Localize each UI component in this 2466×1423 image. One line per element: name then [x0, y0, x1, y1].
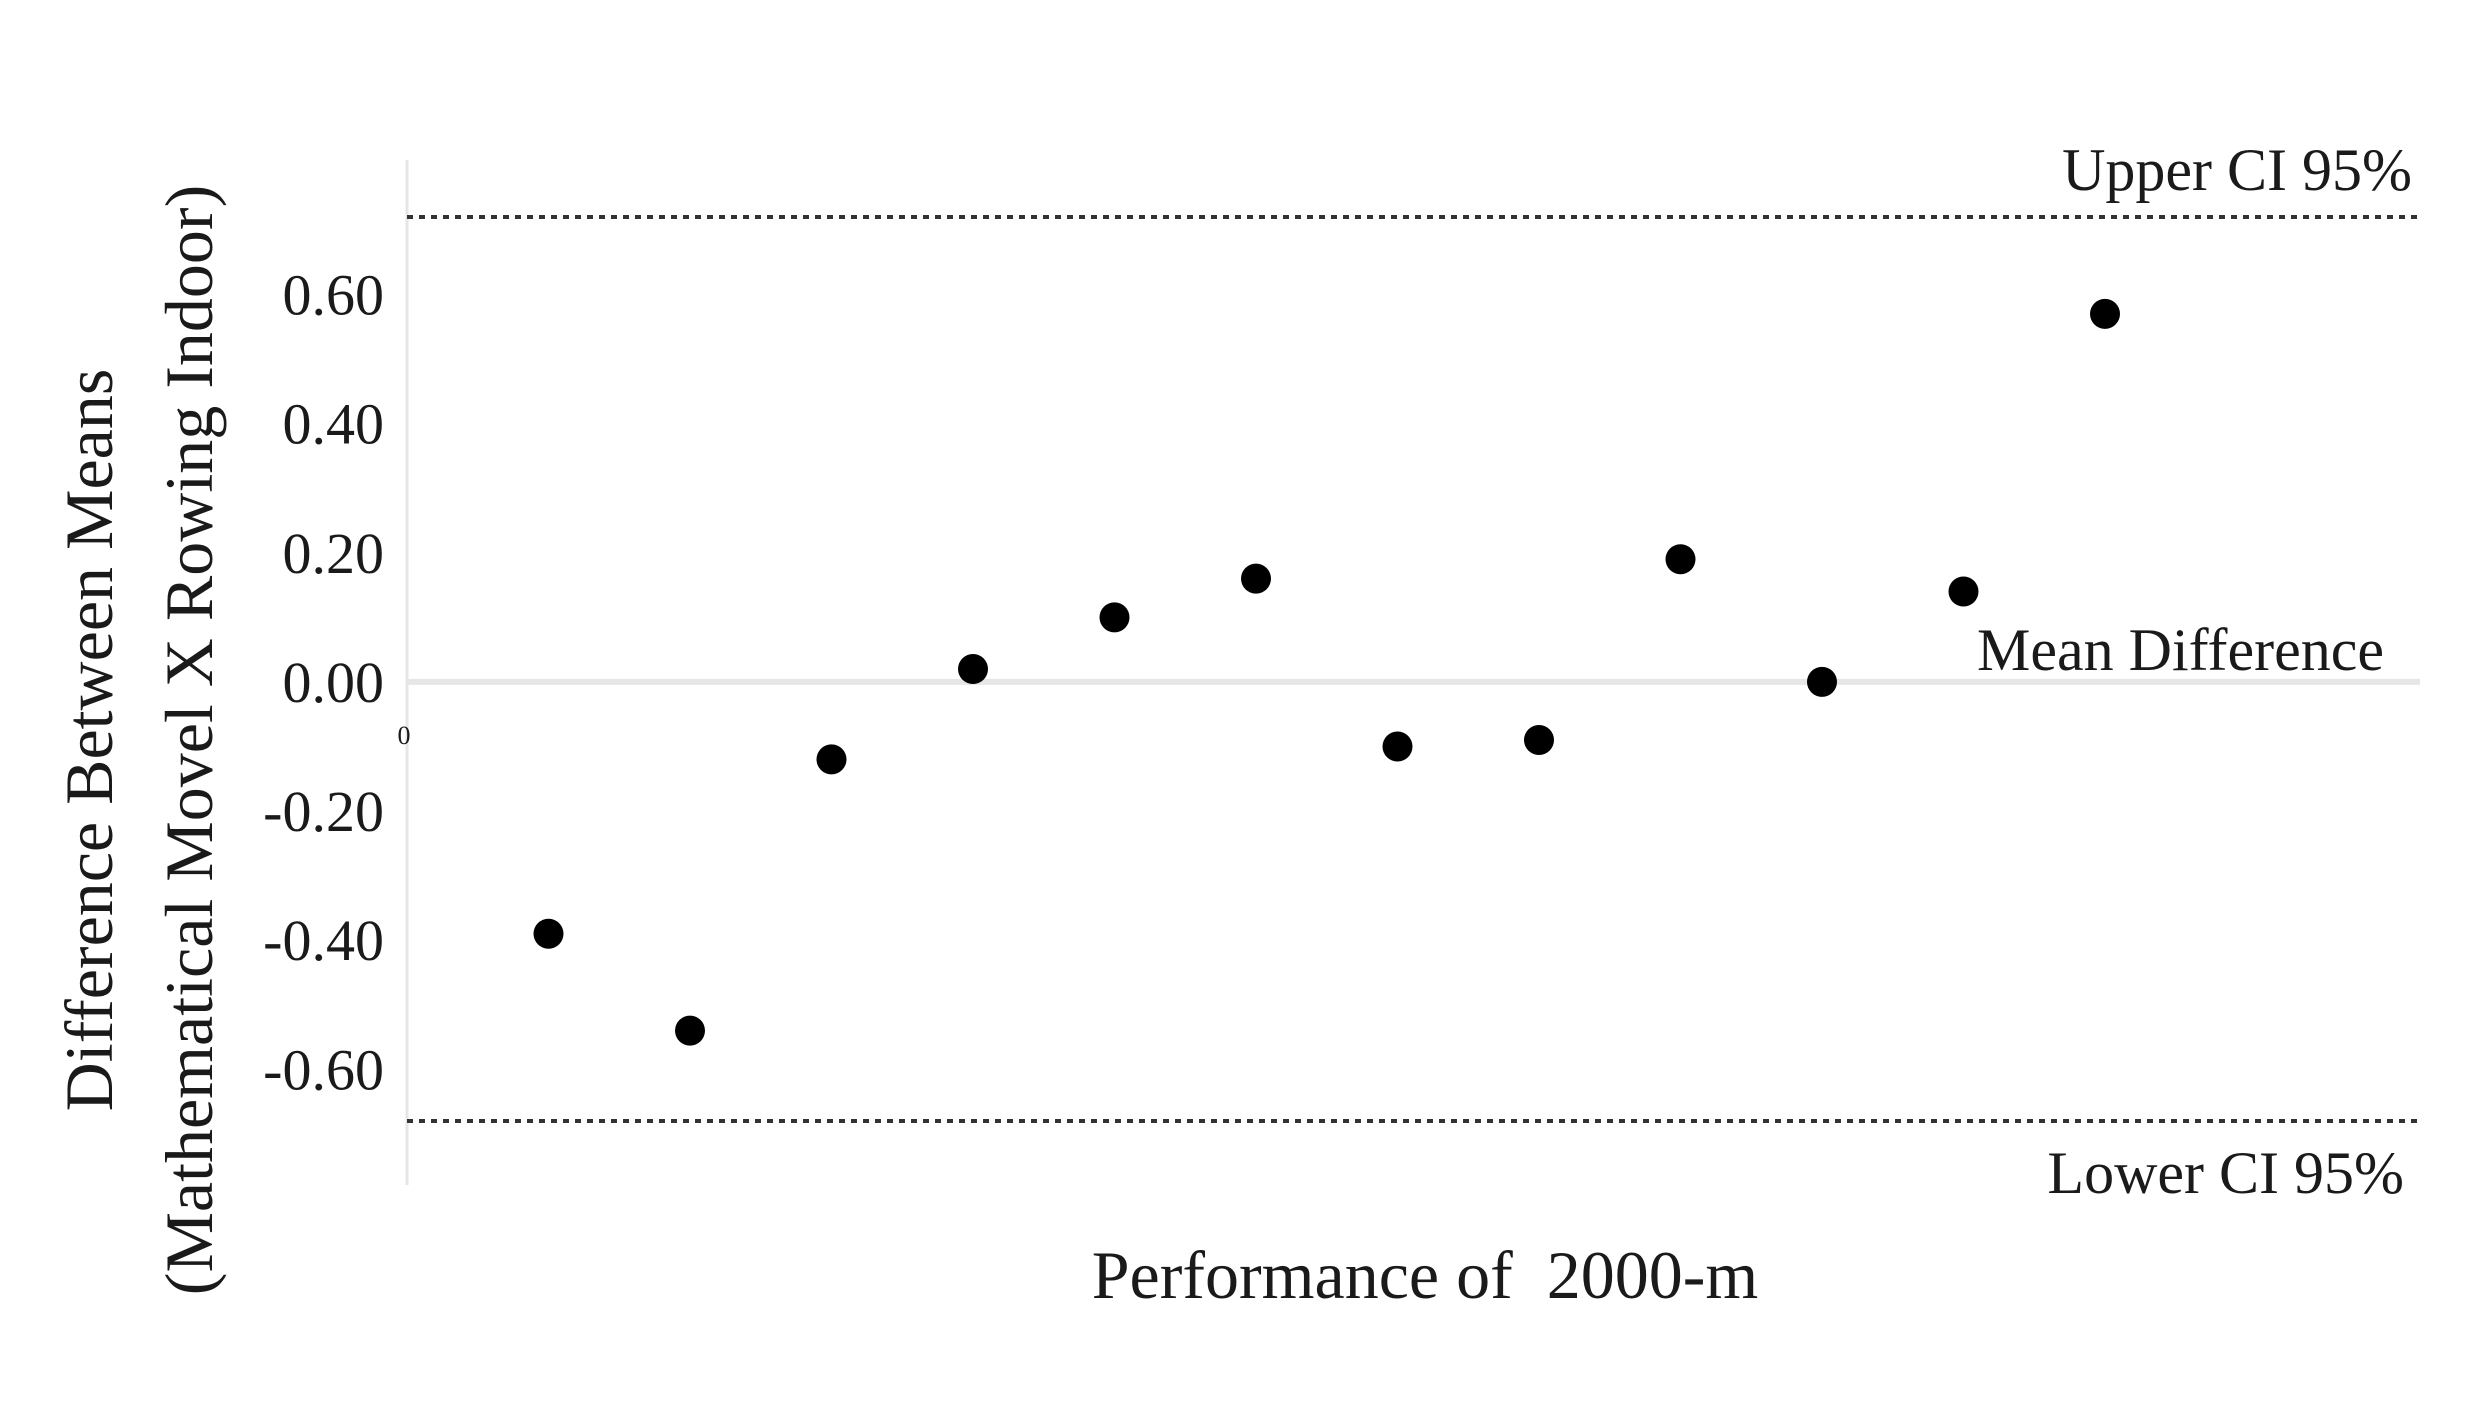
y-tick-label-1: 0.40	[283, 392, 385, 457]
reference-label-1: Mean Difference	[1977, 617, 2384, 683]
data-point-8	[1524, 725, 1554, 756]
reference-line-labels: Upper CI 95% Mean Difference Lower CI 95%	[1977, 137, 2412, 1206]
data-points	[533, 298, 2120, 1046]
data-point-12	[2090, 298, 2120, 329]
y-tick-label-4: -0.20	[263, 779, 384, 844]
y-tick-label-2: 0.20	[283, 521, 385, 586]
reference-label-2: Lower CI 95%	[2047, 1140, 2404, 1206]
reference-label-0: Upper CI 95%	[2062, 137, 2412, 203]
y-tick-label-6: -0.60	[263, 1037, 384, 1102]
data-point-7	[1382, 731, 1413, 762]
y-tick-labels: 0.60 0.40 0.20 0.00 -0.20 -0.40 -0.60	[263, 262, 384, 1102]
x-axis-label: Performance of 2000-m	[1092, 1237, 1759, 1313]
origin-label: 0	[398, 721, 411, 750]
data-point-1	[533, 918, 564, 949]
data-point-10	[1807, 666, 1837, 697]
y-axis-label-line2: (Mathematical Movel X Rowing Indoor)	[151, 185, 227, 1295]
reference-lines	[407, 215, 2420, 1123]
data-point-5	[1099, 602, 1130, 633]
data-point-9	[1665, 544, 1696, 575]
data-point-4	[958, 654, 988, 684]
y-tick-label-5: -0.40	[263, 908, 384, 973]
y-axis-label-line1: Difference Between Means	[51, 369, 127, 1112]
data-point-2	[675, 1015, 705, 1046]
y-tick-label-0: 0.60	[283, 262, 385, 327]
y-tick-label-3: 0.00	[283, 650, 385, 715]
data-point-11	[1948, 576, 1979, 607]
data-point-6	[1241, 563, 1271, 594]
data-point-3	[816, 744, 847, 775]
